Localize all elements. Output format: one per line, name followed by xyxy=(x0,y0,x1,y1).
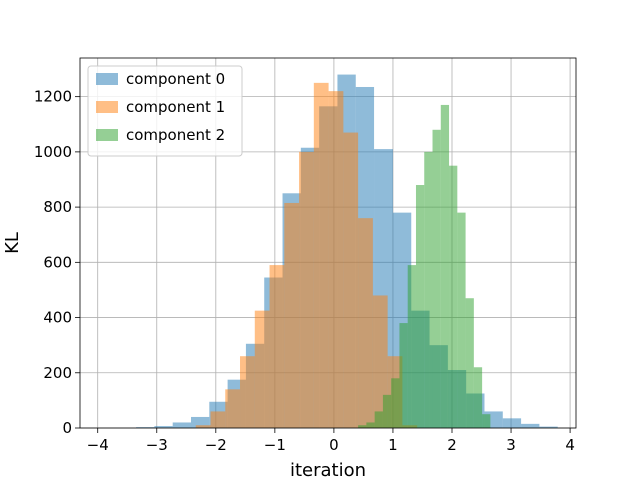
bar-2-7 xyxy=(415,185,425,428)
axis-ticks: −4 −3 −2 −1 0 1 2 3 4 0 200 400 600 800 1000 1200 xyxy=(34,88,575,454)
bar-0-21 xyxy=(521,423,540,428)
bar-2-10 xyxy=(440,104,450,428)
x-tick-label-8: 4 xyxy=(565,436,575,454)
bar-0-1 xyxy=(154,426,173,428)
x-tick-label-7: 3 xyxy=(506,436,516,454)
x-tick-label-2: −2 xyxy=(205,436,227,454)
bar-0-0 xyxy=(136,427,155,428)
y-tick-label-1: 200 xyxy=(43,364,72,382)
x-axis-label: iteration xyxy=(290,460,366,480)
bar-2-11 xyxy=(449,165,458,428)
y-tick-label-0: 0 xyxy=(62,419,72,437)
legend-label-2: component 2 xyxy=(126,126,225,144)
bar-1-9 xyxy=(328,91,344,428)
series-1 xyxy=(195,82,418,429)
x-tick-label-6: 2 xyxy=(447,436,457,454)
y-tick-label-2: 400 xyxy=(43,309,72,327)
bar-2-8 xyxy=(424,151,433,428)
bar-1-0 xyxy=(195,425,211,428)
bar-1-10 xyxy=(343,132,359,428)
x-tick-label-1: −3 xyxy=(146,436,168,454)
x-tick-label-0: −4 xyxy=(87,436,109,454)
bar-2-6 xyxy=(407,265,416,428)
bar-2-1 xyxy=(366,422,375,428)
x-tick-label-3: −1 xyxy=(264,436,286,454)
bar-2-14 xyxy=(473,367,483,428)
bar-1-5 xyxy=(269,265,285,428)
legend-swatch-2 xyxy=(96,129,118,141)
y-tick-label-4: 800 xyxy=(43,198,72,216)
legend-swatch-0 xyxy=(96,73,118,85)
y-axis-label: KL xyxy=(2,232,23,254)
bar-1-7 xyxy=(299,151,314,428)
bar-2-13 xyxy=(465,298,474,428)
bar-1-8 xyxy=(313,82,329,429)
bar-1-11 xyxy=(358,218,373,428)
x-tick-label-5: 1 xyxy=(388,436,398,454)
bar-1-1 xyxy=(210,411,226,428)
y-tick-label-5: 1000 xyxy=(34,143,72,161)
bar-2-4 xyxy=(391,378,400,428)
bar-2-5 xyxy=(399,323,408,428)
bar-0-20 xyxy=(502,418,522,428)
bar-1-3 xyxy=(240,356,255,428)
bar-1-6 xyxy=(284,202,300,428)
y-tick-label-3: 600 xyxy=(43,253,72,271)
legend-label-1: component 1 xyxy=(126,98,225,116)
bar-2-0 xyxy=(358,425,367,428)
legend-swatch-1 xyxy=(96,101,118,113)
histogram-bars xyxy=(136,74,558,429)
bar-0-22 xyxy=(539,426,558,428)
legend-label-0: component 0 xyxy=(126,70,225,88)
plot-frame xyxy=(79,57,577,429)
x-tick-label-4: 0 xyxy=(329,436,339,454)
series-2 xyxy=(358,104,491,428)
y-tick-label-6: 1200 xyxy=(34,88,72,106)
bar-2-3 xyxy=(382,394,392,428)
bar-1-4 xyxy=(254,310,270,428)
bar-1-2 xyxy=(225,389,241,428)
bar-0-2 xyxy=(172,422,192,428)
bar-2-12 xyxy=(457,212,466,428)
legend: component 0 component 1 component 2 xyxy=(87,65,243,157)
bar-2-9 xyxy=(432,129,441,428)
legend-box xyxy=(87,65,243,157)
bar-0-3 xyxy=(191,416,210,428)
bar-2-15 xyxy=(482,414,491,428)
bar-2-2 xyxy=(374,411,383,428)
